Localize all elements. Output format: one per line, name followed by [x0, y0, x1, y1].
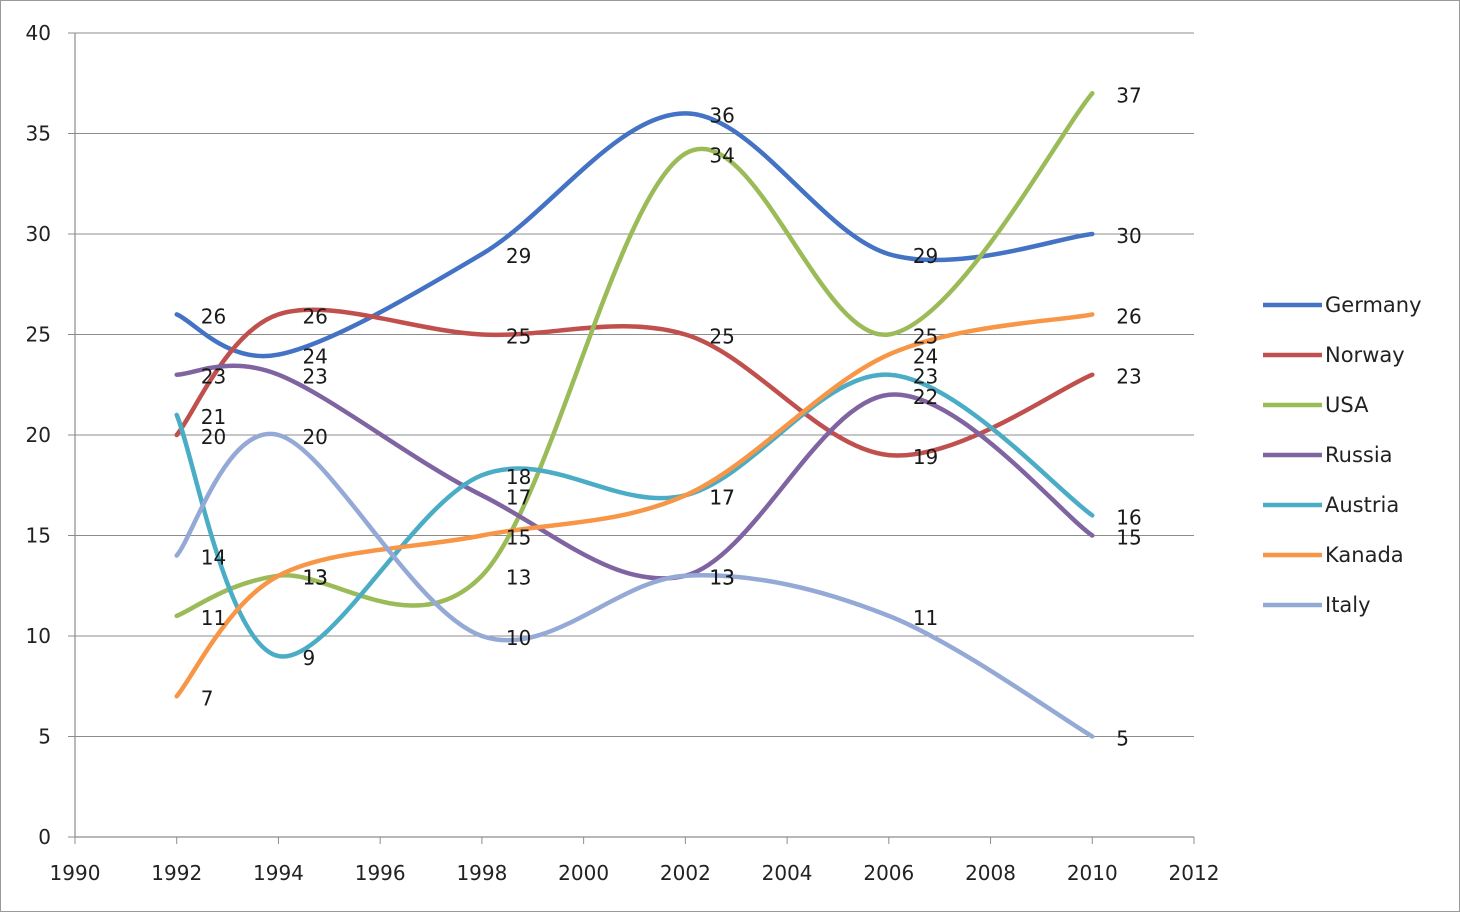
legend-label-usa: USA: [1325, 393, 1369, 417]
data-labels: 26 24 29 36 29 30 20 26 25 25 19 23 11 13 13 34 25 37 23 23…: [201, 83, 1142, 750]
y-tick-label: 40: [26, 21, 51, 45]
y-tick-label: 20: [26, 423, 51, 447]
data-label-italy: 13: [709, 566, 734, 590]
axes: 0 5 10 15 20 25 30 35 40 1990 1992 1994 1996 1998 2000…: [26, 21, 1220, 885]
data-label-germany: 36: [709, 103, 734, 127]
data-label-usa: 13: [506, 566, 531, 590]
legend-label-norway: Norway: [1325, 343, 1405, 367]
data-label-usa: 34: [709, 144, 734, 168]
data-label-norway: 19: [913, 445, 938, 469]
x-tick-label: 1996: [355, 861, 406, 885]
series-line-norway: [174, 307, 1095, 458]
legend: Germany Norway USA Russia Austria Kanada Italy: [1263, 293, 1422, 617]
y-tick-label: 0: [38, 825, 51, 849]
legend-label-italy: Italy: [1325, 593, 1371, 617]
data-label-italy: 20: [302, 425, 327, 449]
data-label-usa: 37: [1116, 83, 1141, 107]
data-label-russia: 22: [913, 385, 938, 409]
series-line-germany: [174, 111, 1095, 359]
data-label-kanada: 17: [709, 485, 734, 509]
data-label-kanada: 26: [1116, 304, 1141, 328]
data-label-norway: 25: [506, 325, 531, 349]
data-label-russia: 13: [709, 566, 734, 590]
data-label-usa: 11: [201, 606, 226, 630]
series-line-russia: [174, 363, 1095, 581]
data-label-norway: 20: [201, 425, 226, 449]
data-label-germany: 26: [201, 304, 226, 328]
series-line-austria: [174, 372, 1095, 659]
data-label-austria: 16: [1116, 505, 1141, 529]
data-label-kanada: 15: [506, 526, 531, 550]
data-label-italy: 10: [506, 626, 531, 650]
data-label-russia: 23: [302, 365, 327, 389]
legend-label-kanada: Kanada: [1325, 543, 1404, 567]
series-lines: [174, 91, 1095, 739]
data-label-austria: 9: [302, 646, 315, 670]
data-label-norway: 23: [1116, 365, 1141, 389]
data-label-kanada: 13: [302, 566, 327, 590]
data-label-norway: 25: [709, 325, 734, 349]
data-label-russia: 23: [201, 365, 226, 389]
data-label-usa: 25: [913, 325, 938, 349]
legend-label-austria: Austria: [1325, 493, 1399, 517]
legend-label-germany: Germany: [1325, 293, 1422, 317]
data-label-austria: 17: [709, 485, 734, 509]
data-label-russia: 17: [506, 485, 531, 509]
x-tick-label: 2010: [1067, 861, 1118, 885]
x-tick-label: 2006: [863, 861, 914, 885]
y-tick-label: 30: [26, 222, 51, 246]
series-line-italy: [174, 431, 1095, 739]
x-tick-label: 2004: [762, 861, 813, 885]
y-tick-label: 5: [38, 725, 51, 749]
data-label-italy: 11: [913, 606, 938, 630]
x-tick-label: 2012: [1169, 861, 1220, 885]
y-tick-label: 10: [26, 624, 51, 648]
data-label-kanada: 7: [201, 686, 214, 710]
data-label-norway: 26: [302, 304, 327, 328]
y-tick-label: 35: [26, 122, 51, 146]
data-label-italy: 14: [201, 546, 226, 570]
x-tick-label: 1990: [50, 861, 101, 885]
data-label-italy: 5: [1116, 727, 1129, 751]
series-line-kanada: [174, 312, 1095, 699]
x-tick-label: 1994: [253, 861, 304, 885]
y-tick-label: 25: [26, 323, 51, 347]
data-label-austria: 18: [506, 465, 531, 489]
data-label-germany: 30: [1116, 224, 1141, 248]
data-label-russia: 15: [1116, 526, 1141, 550]
data-label-germany: 29: [506, 244, 531, 268]
data-label-kanada: 24: [913, 345, 938, 369]
y-tick-label: 15: [26, 524, 51, 548]
legend-label-russia: Russia: [1325, 443, 1393, 467]
x-tick-label: 2002: [660, 861, 711, 885]
data-label-germany: 24: [302, 345, 327, 369]
data-label-austria: 21: [201, 405, 226, 429]
x-tick-label: 1998: [456, 861, 507, 885]
data-label-usa: 13: [302, 566, 327, 590]
series-line-usa: [174, 91, 1095, 619]
x-tick-label: 2000: [558, 861, 609, 885]
data-label-germany: 29: [913, 244, 938, 268]
data-label-austria: 23: [913, 365, 938, 389]
x-tick-label: 2008: [965, 861, 1016, 885]
x-tick-label: 1992: [151, 861, 202, 885]
